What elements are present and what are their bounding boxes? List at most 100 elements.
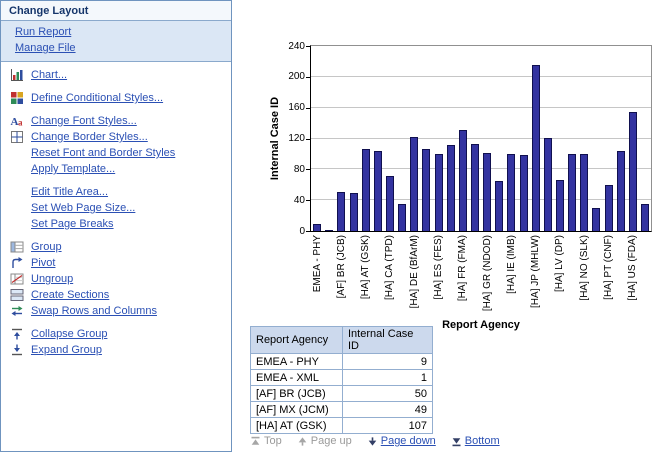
ungroup-icon <box>9 272 25 286</box>
page-up-icon <box>297 436 308 447</box>
table-header: Report Agency Internal Case ID <box>250 326 433 354</box>
gridline <box>311 106 651 108</box>
cell-report-agency: EMEA - XML <box>250 369 343 386</box>
table-row: EMEA - XML 1 <box>250 369 433 386</box>
cell-report-agency: [AF] BR (JCB) <box>250 385 343 402</box>
menu-group: Edit Title Area... Set Web Page Size... Se… <box>1 184 231 232</box>
sidebar-item-label[interactable]: Expand Group <box>31 344 102 356</box>
sidebar-item-reset-font-and-border-styles[interactable]: Reset Font and Border Styles <box>1 145 231 161</box>
sidebar-item-label[interactable]: Ungroup <box>31 273 74 285</box>
bar-ha-jp-mhlw <box>531 65 540 231</box>
sidebar-item-label[interactable]: Set Web Page Size... <box>31 202 136 214</box>
y-tick-label: 240 <box>288 40 305 52</box>
bar <box>592 207 601 231</box>
bar <box>398 204 407 231</box>
icon-spacer <box>9 146 25 160</box>
sidebar-item-label[interactable]: Define Conditional Styles... <box>31 92 164 104</box>
y-tick-mark <box>306 200 310 202</box>
bar <box>446 145 455 231</box>
cell-internal-case-id: 1 <box>342 369 433 386</box>
pagination-page-down[interactable]: Page down <box>367 435 436 447</box>
pagination-label: Page up <box>310 435 352 447</box>
column-header-internal-case-id: Internal Case ID <box>342 326 433 354</box>
icon-spacer <box>9 185 25 199</box>
sidebar-item-pivot[interactable]: Pivot <box>1 255 231 271</box>
bar <box>422 149 431 231</box>
sidebar-item-change-border-styles[interactable]: Change Border Styles... <box>1 129 231 145</box>
sidebar-item-set-page-breaks[interactable]: Set Page Breaks <box>1 216 231 232</box>
bar <box>640 204 649 231</box>
x-tick-label: [HA] LV (DP) <box>554 235 566 293</box>
icon-spacer <box>9 217 25 231</box>
gridline <box>311 199 651 201</box>
sidebar-link-run-report[interactable]: Run Report <box>15 26 72 38</box>
sidebar-item-label[interactable]: Group <box>31 241 62 253</box>
bar-ha-ie-imb <box>507 153 516 231</box>
sidebar-item-create-sections[interactable]: Create Sections <box>1 287 231 303</box>
menu-group: Define Conditional Styles... <box>1 90 231 106</box>
sidebar-item-define-conditional-styles[interactable]: Define Conditional Styles... <box>1 90 231 106</box>
bar <box>568 153 577 231</box>
sidebar-item-label[interactable]: Apply Template... <box>31 163 116 175</box>
bar-af-br-jcb <box>337 192 346 231</box>
pagination-bottom[interactable]: Bottom <box>451 435 500 447</box>
x-tick-label: [HA] NO (SLK) <box>578 235 590 301</box>
panel-title: Change Layout <box>1 1 231 21</box>
gridline <box>311 137 651 139</box>
x-tick-label: [HA] US (FDA) <box>627 235 639 301</box>
pagination-label[interactable]: Page down <box>380 435 436 447</box>
change-layout-panel: Change Layout Run Report Manage File Char… <box>0 0 232 452</box>
pagination-label: Top <box>264 435 282 447</box>
y-tick-mark <box>306 76 310 78</box>
bar-ha-no-slk <box>580 153 589 231</box>
border-styles-icon <box>9 130 25 144</box>
pivot-icon <box>9 256 25 270</box>
sidebar-item-chart[interactable]: Chart... <box>1 67 231 83</box>
sidebar-item-expand-group[interactable]: Expand Group <box>1 342 231 358</box>
sidebar-item-apply-template[interactable]: Apply Template... <box>1 161 231 177</box>
sidebar-item-collapse-group[interactable]: Collapse Group <box>1 326 231 342</box>
sidebar-item-label[interactable]: Collapse Group <box>31 328 108 340</box>
y-tick-mark <box>306 169 310 171</box>
sidebar-link-manage-file[interactable]: Manage File <box>15 42 76 54</box>
icon-spacer <box>9 201 25 215</box>
bar <box>373 150 382 231</box>
sidebar-item-label[interactable]: Chart... <box>31 69 68 81</box>
y-tick-mark <box>306 138 310 140</box>
sidebar-link-row: Run Report <box>1 24 231 40</box>
cell-internal-case-id: 9 <box>342 353 433 370</box>
x-tick-label: [HA] IE (IMB) <box>505 235 517 294</box>
sidebar-item-label[interactable]: Change Border Styles... <box>31 131 148 143</box>
gridline <box>311 75 651 77</box>
bar-ha-at-gsk <box>361 148 370 231</box>
y-tick-label: 160 <box>288 102 305 114</box>
sidebar-item-set-web-page-size[interactable]: Set Web Page Size... <box>1 200 231 216</box>
sidebar-item-group[interactable]: Group <box>1 239 231 255</box>
sidebar-item-swap-rows-and-columns[interactable]: Swap Rows and Columns <box>1 303 231 319</box>
sidebar-item-edit-title-area[interactable]: Edit Title Area... <box>1 184 231 200</box>
icon-spacer <box>9 162 25 176</box>
sidebar-item-label[interactable]: Set Page Breaks <box>31 218 114 230</box>
sidebar-item-label[interactable]: Pivot <box>31 257 56 269</box>
menu-group: Collapse Group Expand Group <box>1 326 231 358</box>
plot-area <box>310 45 652 232</box>
create-sections-icon <box>9 288 25 302</box>
table-row: [AF] MX (JCM) 49 <box>250 401 433 418</box>
y-tick-label: 200 <box>288 71 305 83</box>
bar-ha-ca-tpd <box>385 175 394 231</box>
cell-report-agency: EMEA - PHY <box>250 353 343 370</box>
bar <box>325 230 334 231</box>
bar <box>495 180 504 231</box>
x-tick-label: [HA] CA (TPD) <box>384 235 396 301</box>
bar <box>349 193 358 231</box>
pagination-label[interactable]: Bottom <box>464 435 500 447</box>
sidebar-item-ungroup[interactable]: Ungroup <box>1 271 231 287</box>
x-tick-label: [HA] AT (GSK) <box>360 235 372 300</box>
sidebar-item-label[interactable]: Edit Title Area... <box>31 186 109 198</box>
sidebar-item-label[interactable]: Change Font Styles... <box>31 115 137 127</box>
sidebar-item-label[interactable]: Swap Rows and Columns <box>31 305 157 317</box>
sidebar-item-label[interactable]: Create Sections <box>31 289 110 301</box>
sidebar-item-label[interactable]: Reset Font and Border Styles <box>31 147 176 159</box>
